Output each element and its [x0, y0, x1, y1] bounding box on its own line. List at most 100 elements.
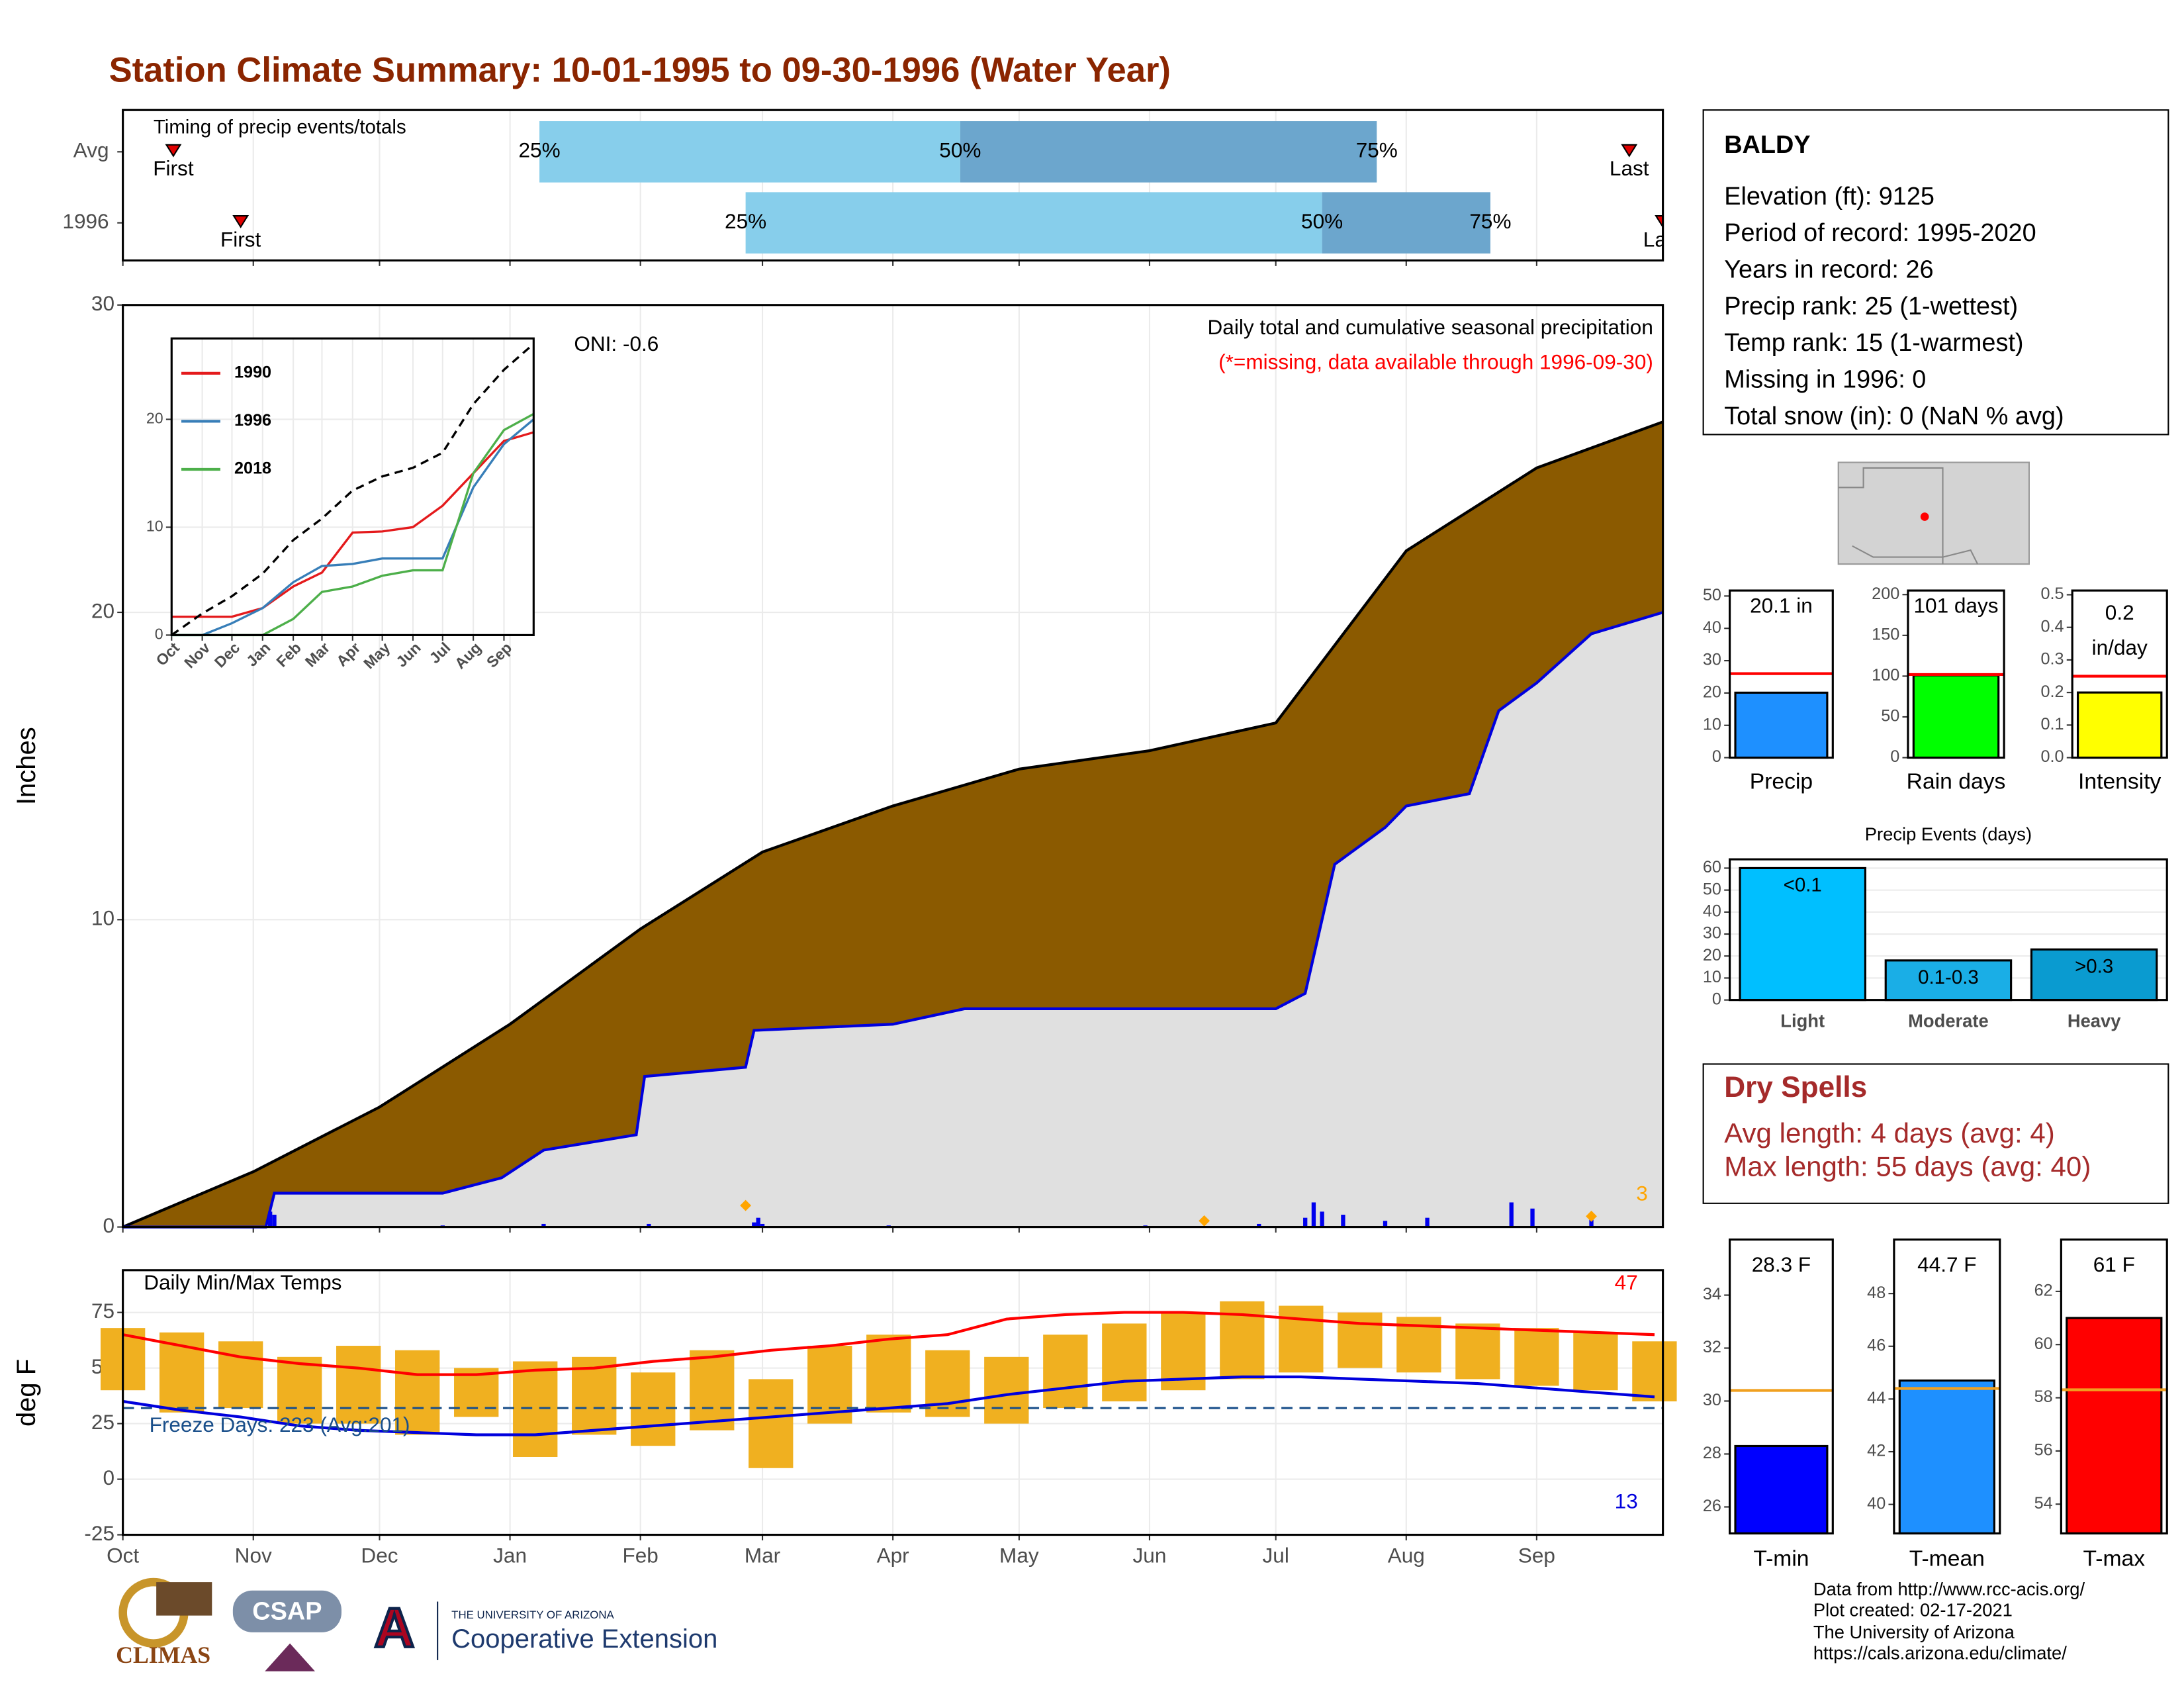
- quartile-label: 75%: [1356, 138, 1398, 162]
- y-tick-label: 1996: [62, 209, 109, 233]
- daily-bar: [1425, 1217, 1430, 1227]
- daily-bar: [1303, 1217, 1308, 1227]
- y-tick-label: -25: [84, 1521, 114, 1545]
- y-tick-label: 42: [1867, 1442, 1886, 1460]
- daily-bar: [1530, 1208, 1535, 1227]
- station-name: BALDY: [1724, 131, 1810, 159]
- temp-range-bar: [1573, 1332, 1618, 1391]
- bar-label: <0.1: [1784, 874, 1822, 896]
- y-tick-label: 10: [1703, 715, 1721, 733]
- y-tick-label: 0.4: [2040, 617, 2064, 635]
- y-tick-label: 0: [103, 1213, 114, 1237]
- daily-bar: [1341, 1215, 1345, 1227]
- quartile-label: 50%: [939, 138, 981, 162]
- y-tick-label: 60: [1703, 858, 1721, 876]
- y-tick-label: 0.2: [2040, 682, 2064, 701]
- value-bar: [1912, 674, 2000, 759]
- value-bar: [2066, 1317, 2163, 1535]
- y-tick-label: 40: [1867, 1494, 1886, 1513]
- temp-range-bar: [749, 1379, 794, 1468]
- daily-bar: [268, 1211, 273, 1227]
- daily-bar: [647, 1223, 651, 1227]
- y-tick-label: 150: [1872, 625, 1899, 643]
- y-axis-title: Inches: [12, 727, 41, 805]
- category-label: T-max: [2083, 1546, 2146, 1571]
- temp-range-bar: [1455, 1323, 1500, 1380]
- event-marker: [1621, 144, 1638, 158]
- temp-range-bar: [1632, 1341, 1677, 1402]
- plot-frame: [122, 1269, 1664, 1536]
- csap-logo: [232, 1590, 341, 1632]
- y-tick-label: 0: [1890, 747, 1899, 766]
- y-tick-label: 46: [1867, 1336, 1886, 1354]
- ua-text: THE UNIVERSITY OF ARIZONA: [451, 1609, 614, 1621]
- plot-frame: [1893, 1238, 2001, 1535]
- bar: [1884, 959, 2013, 1002]
- x-tick-label: Apr: [877, 1544, 909, 1568]
- map-border: [1838, 467, 1944, 565]
- footer-line: The University of Arizona: [1813, 1622, 2015, 1642]
- x-tick-label: Heavy: [2068, 1011, 2121, 1031]
- y-tick-label: 50: [1703, 880, 1721, 898]
- cumulative-area: [122, 612, 1663, 1227]
- avg-temp-line: [122, 1311, 1655, 1376]
- y-tick-label: 0.0: [2040, 747, 2064, 766]
- daily-bar: [1589, 1217, 1594, 1227]
- record-high-count: 47: [1615, 1270, 1638, 1294]
- dry-spell-line: Max length: 55 days (avg: 40): [1724, 1150, 2091, 1182]
- y-tick-label: 34: [1703, 1285, 1721, 1303]
- event-marker: [165, 144, 182, 158]
- y-tick-label: 20: [91, 598, 114, 622]
- y-tick-label: 0: [1712, 747, 1721, 766]
- y-tick-label: 50: [1881, 707, 1899, 726]
- value-label: 20.1 in: [1750, 594, 1813, 618]
- y-tick-label: 0: [1712, 990, 1721, 1008]
- csap-text: CSAP: [252, 1597, 322, 1625]
- dry-spell-title: Dry Spells: [1724, 1071, 1867, 1103]
- y-tick-label: 20: [1703, 946, 1721, 964]
- logos: CLIMAS CSAP A THE UNIVERSITY OF ARIZONA …: [116, 1577, 717, 1671]
- bar-label: >0.3: [2075, 955, 2113, 977]
- daily-bar: [1320, 1211, 1324, 1227]
- y-tick-label: 30: [1703, 1391, 1721, 1409]
- inset-line: [171, 343, 535, 636]
- temp-range-bar: [1338, 1312, 1383, 1368]
- temp-range-bar: [690, 1350, 735, 1430]
- avg-temp-line: [122, 1375, 1655, 1436]
- y-tick-label: 58: [2034, 1387, 2053, 1406]
- x-tick-label: Moderate: [1908, 1011, 1989, 1031]
- legend-label: 1996: [234, 411, 271, 430]
- map-frame: [1837, 461, 2030, 565]
- station-line: Total snow (in): 0 (NaN % avg): [1724, 402, 2064, 430]
- temp-range-bar: [277, 1356, 322, 1424]
- x-tick-label: Feb: [622, 1544, 658, 1568]
- station-line: Missing in 1996: 0: [1724, 365, 1926, 393]
- plot-frame: [2060, 1238, 2168, 1535]
- y-tick-label: 30: [91, 291, 114, 315]
- x-tick-label: Jun: [1133, 1544, 1167, 1568]
- y-tick-label: 10: [1703, 968, 1721, 986]
- plot-frame: [122, 304, 1664, 1229]
- value-label: 0.2: [2105, 600, 2134, 624]
- station-line: Temp rank: 15 (1-warmest): [1724, 329, 2023, 357]
- bar: [2030, 948, 2158, 1002]
- station-line: Elevation (ft): 9125: [1724, 183, 1934, 211]
- y-tick-label: 0.3: [2040, 650, 2064, 669]
- inset-line: [171, 418, 535, 637]
- daily-bar: [1383, 1221, 1388, 1227]
- x-tick-label: Dec: [361, 1544, 398, 1568]
- cumulative-line: [122, 611, 1664, 1229]
- y-tick-label: 50: [1703, 586, 1721, 604]
- station-info: Elevation (ft): 9125 Period of record: 19…: [1724, 183, 2064, 430]
- legend-label: 2018: [234, 459, 271, 478]
- quartile-label: 25%: [519, 138, 561, 162]
- category-label: T-min: [1753, 1546, 1809, 1571]
- y-tick-label: 200: [1872, 585, 1899, 603]
- event-marker: [1655, 215, 1663, 228]
- precip-subtitle: (*=missing, data available through 1996-…: [1218, 350, 1653, 373]
- category-label: Precip: [1750, 769, 1813, 794]
- y-tick-label: 56: [2034, 1441, 2053, 1460]
- station-line: Years in record: 26: [1724, 256, 1933, 283]
- event-label: Last: [1610, 156, 1649, 180]
